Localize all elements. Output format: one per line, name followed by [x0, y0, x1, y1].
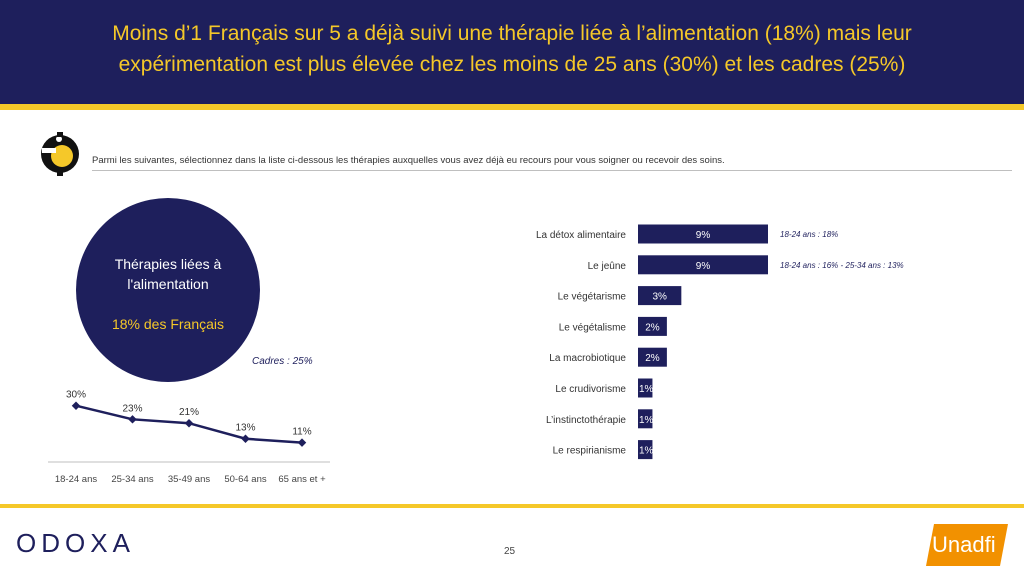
- bar-category-label: Le végétarisme: [558, 292, 627, 303]
- title-line-2: expérimentation est plus élevée chez les…: [118, 53, 906, 76]
- line-chart-category-label: 35-49 ans: [168, 474, 211, 485]
- line-chart-point: [241, 434, 250, 443]
- odoxa-logo: ODOXA: [16, 528, 135, 558]
- bar-value-label: 9%: [696, 261, 711, 272]
- footer-divider: [0, 504, 1024, 508]
- header-divider: [0, 104, 1024, 110]
- bar-value-label: 1%: [639, 415, 654, 426]
- bar: [638, 255, 768, 275]
- title-line-1: Moins d’1 Français sur 5 a déjà suivi un…: [112, 22, 912, 45]
- bar-annotation: 18-24 ans : 16% - 25-34 ans : 13%: [780, 261, 904, 270]
- line-chart-value-label: 13%: [235, 423, 255, 434]
- bar-value-label: 3%: [652, 292, 667, 303]
- line-chart-point: [184, 418, 194, 428]
- bar: [638, 316, 667, 336]
- line-chart-point: [297, 438, 307, 447]
- bar: [638, 409, 653, 429]
- summary-value: 18% des Français: [111, 316, 225, 332]
- bar-category-label: Le végétalisme: [559, 322, 627, 333]
- summary-label-line-2: l'alimentation: [127, 276, 209, 292]
- page-title: Moins d’1 Français sur 5 a déjà suivi un…: [20, 18, 1004, 80]
- bar-category-label: La macrobiotique: [549, 353, 626, 364]
- summary-circle: [76, 198, 260, 382]
- bar: [638, 378, 653, 398]
- bar: [638, 347, 667, 367]
- bar-category-label: Le crudivorisme: [555, 384, 626, 395]
- line-chart-category-label: 25-34 ans: [111, 474, 154, 485]
- line-chart-value-label: 11%: [292, 427, 311, 438]
- bar-value-label: 9%: [696, 230, 711, 241]
- line-chart-category-label: 18-24 ans: [55, 474, 98, 485]
- line-chart-category-label: 65 ans et +: [278, 474, 326, 485]
- unadfi-logo-text: Unadfi: [932, 532, 996, 557]
- line-chart-value-label: 21%: [179, 407, 199, 418]
- bar: [638, 224, 768, 244]
- bar-value-label: 1%: [639, 384, 654, 395]
- age-line-chart: 30% 18-24 ans 23% 25-34 ans 21% 35-49 ans 13% 5…: [48, 390, 330, 485]
- bar-category-label: La détox alimentaire: [536, 230, 626, 241]
- therapies-bar-chart: La détox alimentaire 9% 18-24 ans : 18% Le …: [536, 224, 904, 460]
- bar-value-label: 2%: [645, 353, 660, 364]
- bar: [638, 440, 653, 460]
- line-chart-point: [128, 415, 137, 424]
- bar-category-label: Le respirianisme: [553, 446, 627, 457]
- bar-value-label: 2%: [645, 322, 660, 333]
- survey-question: Parmi les suivantes, sélectionnez dans l…: [92, 155, 725, 166]
- cadres-note: Cadres : 25%: [252, 356, 313, 367]
- header-banner: [0, 0, 1024, 104]
- bar-category-label: L’instinctothérapie: [546, 415, 626, 426]
- bar: [638, 286, 682, 306]
- page-number: 25: [504, 546, 516, 557]
- line-chart-category-label: 50-64 ans: [224, 474, 267, 485]
- bar-value-label: 1%: [639, 446, 654, 457]
- line-chart-value-label: 23%: [122, 403, 142, 414]
- line-chart-point: [71, 401, 81, 410]
- summary-label-line-1: Thérapies liées à: [114, 256, 222, 272]
- odoxa-head-icon: [41, 132, 79, 176]
- unadfi-logo: [926, 524, 1008, 566]
- line-chart-value-label: 30%: [66, 390, 86, 401]
- question-divider: [92, 170, 1012, 171]
- bar-category-label: Le jeûne: [588, 261, 627, 272]
- bar-annotation: 18-24 ans : 18%: [780, 230, 838, 239]
